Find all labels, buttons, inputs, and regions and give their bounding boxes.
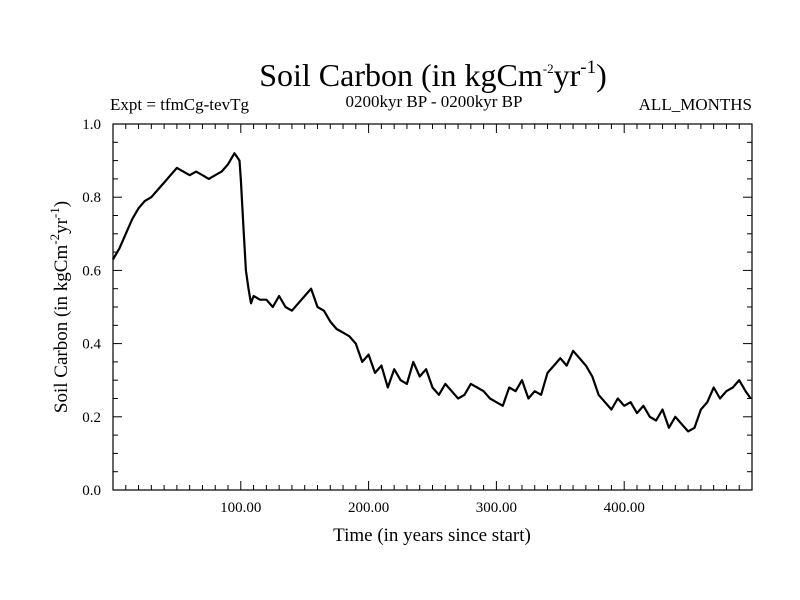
x-tick-label: 200.00 (348, 500, 389, 516)
y-axis-ticks (113, 141, 752, 473)
x-tick-label: 300.00 (476, 500, 517, 516)
x-tick-label: 400.00 (604, 500, 645, 516)
subtitle-months: ALL_MONTHS (639, 95, 752, 114)
y-tick-label: 0.8 (82, 190, 101, 206)
series-group (112, 152, 752, 433)
y-tick-label: 0.6 (82, 263, 101, 279)
y-tick-label: 0.2 (82, 410, 101, 426)
subtitle-experiment: Expt = tfmCg-tevTg (110, 95, 249, 114)
y-axis-tick-labels: 0.0 0.2 0.4 0.6 0.8 1.0 (82, 117, 101, 499)
y-tick-label: 0.4 (82, 337, 101, 353)
x-axis-tick-labels: 100.00 200.00 300.00 400.00 (220, 500, 645, 516)
series-line-soil-carbon (112, 152, 752, 433)
chart-title: Soil Carbon (in kgCm-2yr-1) (259, 57, 607, 93)
subtitle-period: 0200kyr BP - 0200kyr BP (346, 92, 523, 111)
y-tick-label: 1.0 (82, 117, 101, 133)
x-tick-label: 100.00 (220, 500, 261, 516)
y-tick-label: 0.0 (82, 483, 101, 499)
x-axis-label: Time (in years since start) (333, 525, 531, 546)
x-axis-ticks (125, 124, 740, 490)
y-axis-label: Soil Carbon (in kgCm-2yr-1) (47, 201, 72, 413)
